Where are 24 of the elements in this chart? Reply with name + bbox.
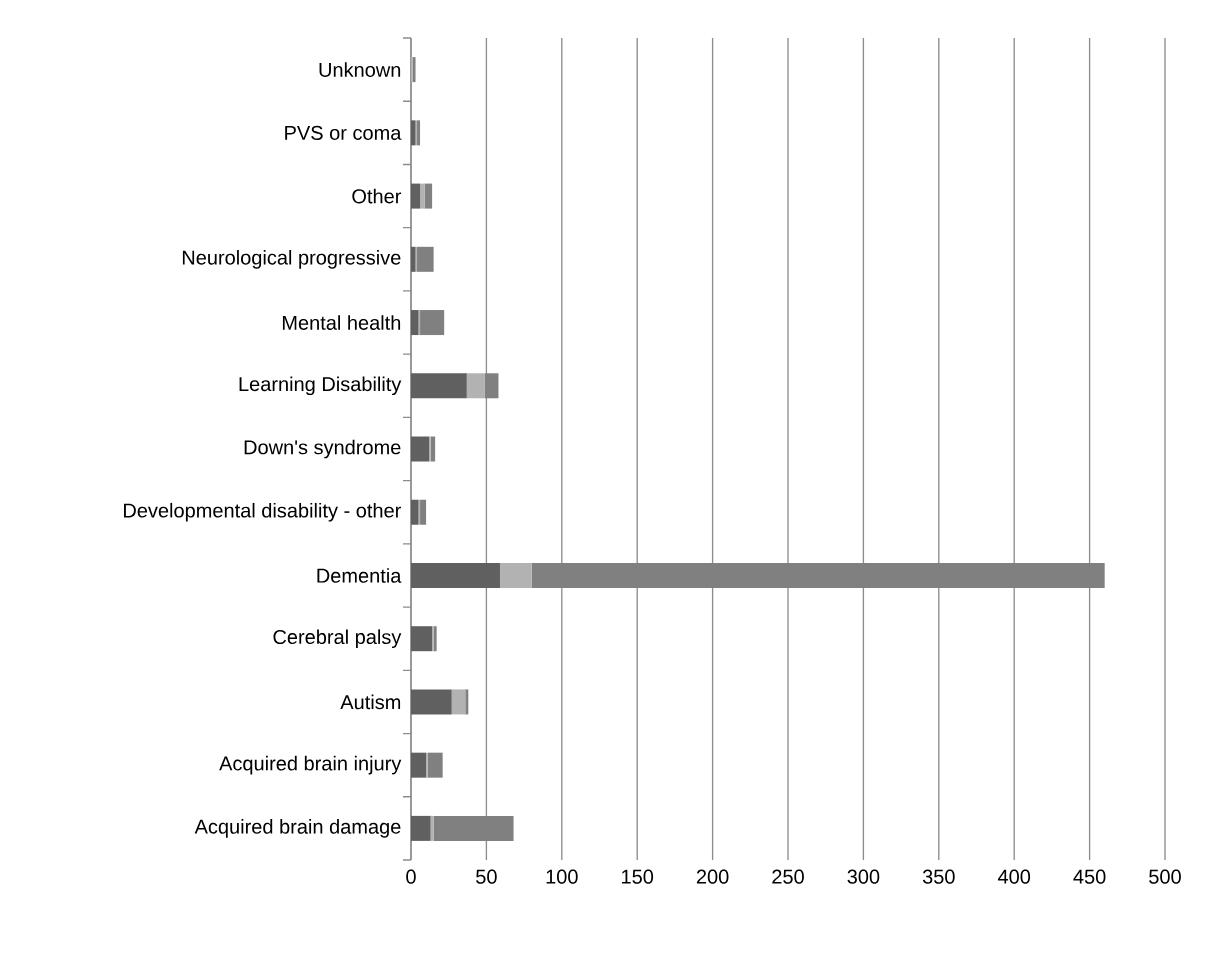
y-tick-label: Neurological progressive [182,249,401,269]
y-tick-label: PVS or coma [285,125,402,140]
x-tick-label: 50 [476,869,497,884]
y-tick-label: Down's syndrome [244,439,401,459]
x-tick-label: 500 [1149,869,1181,884]
x-tick-label: 400 [997,869,1031,884]
y-tick-label: Dementia [317,568,402,583]
x-tick-label: 350 [922,869,955,884]
y-tick-label: Acquired brain damage [194,819,401,838]
y-tick-label: Mental health [282,315,401,330]
x-tick-label: 150 [622,869,654,884]
y-tick-label: Unknown [319,62,401,77]
y-tick-label: Acquired brain injury [219,755,402,775]
y-tick-label: Other [352,188,402,204]
x-tick-label: 250 [772,869,804,884]
y-tick-label: Cerebral palsy [273,629,402,649]
x-tick-label: 0 [406,869,416,884]
y-tick-label: Developmental disability - other [124,502,401,522]
y-tick-label: Autism [340,694,401,710]
y-tick-label: Learning Disability [239,376,402,396]
x-tick-label: 450 [1073,869,1106,884]
x-tick-label: 100 [546,869,578,884]
x-tick-label: 200 [696,869,729,884]
x-tick-label: 300 [847,869,880,884]
